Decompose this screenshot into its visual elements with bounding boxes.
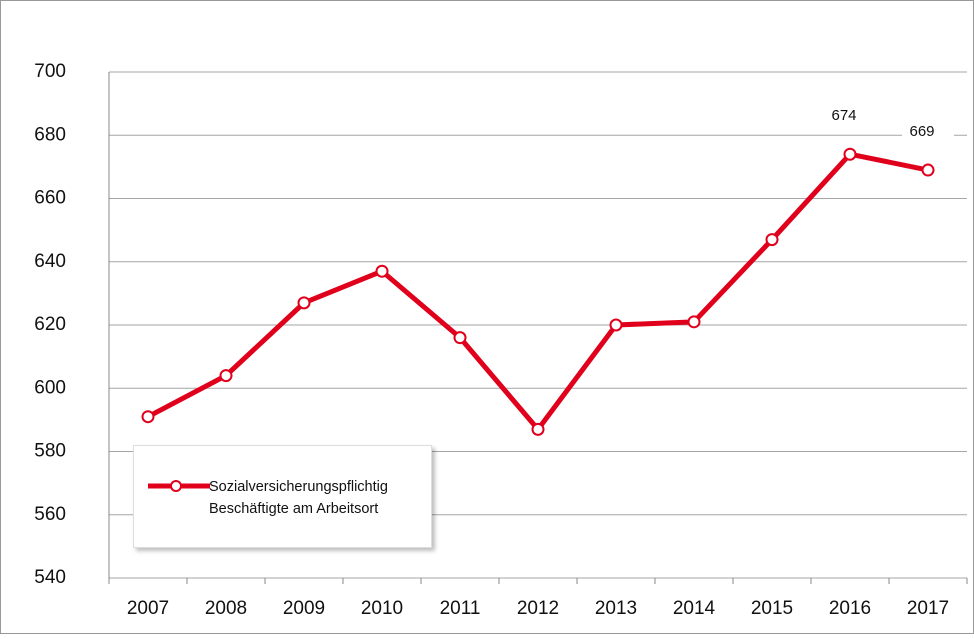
data-point [141,410,155,424]
x-tick-label: 2015 [751,598,793,619]
legend-swatch [148,480,210,492]
y-tick-label: 560 [34,504,66,525]
y-tick-label: 620 [34,314,66,335]
label-bg [824,104,876,129]
x-tick-label: 2011 [440,598,481,619]
x-tick-label: 2010 [361,598,403,619]
data-point [609,318,623,332]
data-label: 674 [831,107,856,124]
y-tick-label: 700 [34,61,66,82]
x-tick-label: 2007 [127,598,169,619]
legend-marker [170,480,182,492]
x-tick-label: 2014 [673,598,716,619]
y-tick-label: 640 [34,251,66,272]
data-point [375,264,389,278]
x-tick-label: 2009 [283,598,325,619]
x-tick-label: 2012 [517,598,559,619]
data-point [921,163,935,177]
data-point [219,369,233,383]
label-bg [902,120,954,145]
y-tick-label: 600 [34,377,66,398]
y-tick-label: 540 [34,567,66,588]
data-point [453,331,467,345]
data-point [687,315,701,329]
x-tick-label: 2016 [829,598,871,619]
data-point [531,422,545,436]
data-point [843,147,857,161]
x-tick-label: 2013 [595,598,637,619]
data-point [765,233,779,247]
y-tick-label: 680 [34,124,66,145]
data-label: 669 [909,123,934,140]
x-tick-label: 2017 [907,598,949,619]
x-tick-label: 2008 [205,598,247,619]
legend: Sozialversicherungspflichtig Beschäftigt… [133,445,432,548]
legend-label: Sozialversicherungspflichtig Beschäftigt… [209,479,388,517]
y-tick-label: 660 [34,188,66,209]
data-point [297,296,311,310]
y-tick-label: 580 [34,441,66,462]
